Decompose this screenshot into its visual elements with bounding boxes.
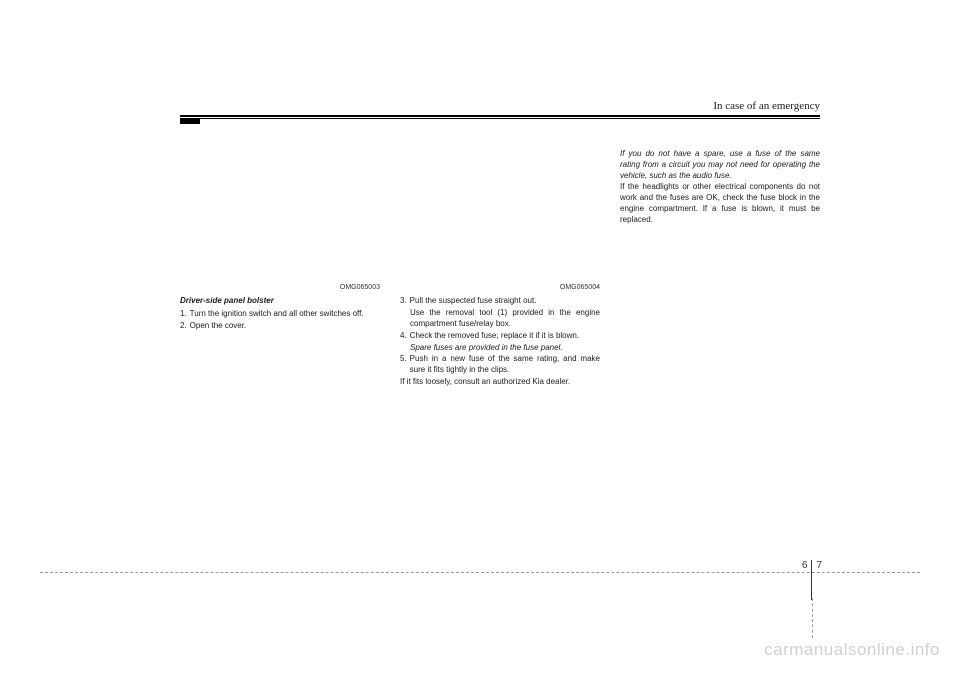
step-num: 2. bbox=[180, 321, 187, 332]
page-left: 6 bbox=[802, 560, 813, 600]
step-num: 1. bbox=[180, 309, 187, 320]
step-text: Open the cover. bbox=[190, 321, 380, 332]
col1-subhead: Driver-side panel bolster bbox=[180, 296, 380, 307]
page-number-dots bbox=[812, 598, 813, 638]
step-text: Pull the suspected fuse straight out. bbox=[410, 296, 600, 307]
page-right: 7 bbox=[812, 560, 822, 571]
column-2: OMG065004 3. Pull the suspected fuse str… bbox=[400, 149, 600, 389]
col2-step3-sub: Use the removal tool (1) provided in the… bbox=[400, 308, 600, 330]
col2-step4: 4. Check the removed fuse; replace it if… bbox=[400, 331, 600, 342]
col2-step4-sub: Spare fuses are provided in the fuse pan… bbox=[400, 343, 600, 354]
figure-1-code: OMG065003 bbox=[180, 283, 380, 292]
col1-step2: 2. Open the cover. bbox=[180, 321, 380, 332]
col2-step3: 3. Pull the suspected fuse straight out. bbox=[400, 296, 600, 307]
column-3: If you do not have a spare, use a fuse o… bbox=[620, 149, 820, 389]
columns: OMG065003 Driver-side panel bolster 1. T… bbox=[180, 149, 820, 389]
step-text: Push in a new fuse of the same rating, a… bbox=[410, 354, 600, 376]
figure-2 bbox=[400, 149, 600, 279]
column-1: OMG065003 Driver-side panel bolster 1. T… bbox=[180, 149, 380, 389]
col2-step5: 5. Push in a new fuse of the same rating… bbox=[400, 354, 600, 376]
header-tab bbox=[180, 118, 200, 124]
col1-step1: 1. Turn the ignition switch and all othe… bbox=[180, 309, 380, 320]
watermark: carmanualsonline.info bbox=[764, 640, 940, 660]
section-header: In case of an emergency bbox=[180, 100, 820, 115]
rule-thin bbox=[180, 118, 820, 119]
figure-2-code: OMG065004 bbox=[400, 283, 600, 292]
step-text: Turn the ignition switch and all other s… bbox=[190, 309, 380, 320]
step-num: 3. bbox=[400, 296, 407, 307]
col2-footer: If it fits loosely, consult an authorize… bbox=[400, 377, 600, 388]
step-num: 4. bbox=[400, 331, 407, 342]
page-content: In case of an emergency OMG065003 Driver… bbox=[180, 100, 820, 600]
page-number: 6 7 bbox=[802, 560, 822, 600]
bottom-rule bbox=[40, 572, 920, 573]
step-num: 5. bbox=[400, 354, 407, 376]
rule-thick bbox=[180, 115, 820, 117]
figure-1 bbox=[180, 149, 380, 279]
col3-p2: If the headlights or other electrical co… bbox=[620, 182, 820, 225]
col3-p1: If you do not have a spare, use a fuse o… bbox=[620, 149, 820, 181]
step-text: Check the removed fuse; replace it if it… bbox=[410, 331, 600, 342]
